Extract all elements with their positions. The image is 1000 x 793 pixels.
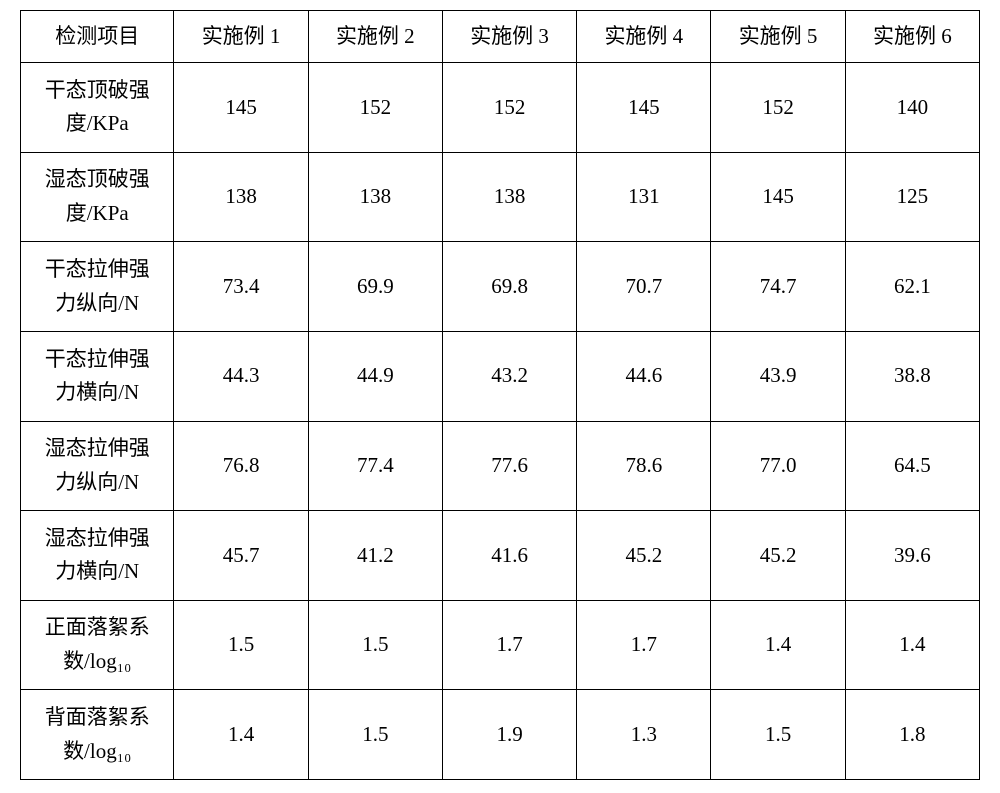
cell: 70.7 [577,242,711,332]
cell: 1.4 [174,690,308,780]
cell: 152 [711,63,845,153]
cell: 41.2 [308,511,442,601]
col-header-3: 实施例 3 [442,11,576,63]
cell: 69.8 [442,242,576,332]
cell: 1.9 [442,690,576,780]
row-label-3: 干态拉伸强力横向/N [21,331,174,421]
table-row: 湿态拉伸强力纵向/N 76.8 77.4 77.6 78.6 77.0 64.5 [21,421,980,511]
table-row: 正面落絮系数/log₁₀ 1.5 1.5 1.7 1.7 1.4 1.4 [21,600,980,690]
row-label-6: 正面落絮系数/log₁₀ [21,600,174,690]
col-header-label: 检测项目 [21,11,174,63]
cell: 43.2 [442,331,576,421]
row-label-5: 湿态拉伸强力横向/N [21,511,174,601]
cell: 39.6 [845,511,979,601]
cell: 138 [174,152,308,242]
cell: 131 [577,152,711,242]
cell: 1.5 [174,600,308,690]
cell: 1.4 [711,600,845,690]
table-row: 干态拉伸强力纵向/N 73.4 69.9 69.8 70.7 74.7 62.1 [21,242,980,332]
cell: 1.8 [845,690,979,780]
cell: 38.8 [845,331,979,421]
cell: 138 [308,152,442,242]
cell: 145 [577,63,711,153]
cell: 44.3 [174,331,308,421]
cell: 76.8 [174,421,308,511]
col-header-4: 实施例 4 [577,11,711,63]
cell: 1.5 [711,690,845,780]
cell: 45.7 [174,511,308,601]
cell: 1.5 [308,600,442,690]
cell: 45.2 [711,511,845,601]
cell: 1.5 [308,690,442,780]
cell: 74.7 [711,242,845,332]
row-label-2: 干态拉伸强力纵向/N [21,242,174,332]
cell: 125 [845,152,979,242]
cell: 140 [845,63,979,153]
cell: 78.6 [577,421,711,511]
cell: 145 [711,152,845,242]
col-header-1: 实施例 1 [174,11,308,63]
col-header-2: 实施例 2 [308,11,442,63]
table-row: 背面落絮系数/log₁₀ 1.4 1.5 1.9 1.3 1.5 1.8 [21,690,980,780]
table-header-row: 检测项目 实施例 1 实施例 2 实施例 3 实施例 4 实施例 5 实施例 6 [21,11,980,63]
cell: 62.1 [845,242,979,332]
cell: 44.9 [308,331,442,421]
row-label-7: 背面落絮系数/log₁₀ [21,690,174,780]
col-header-5: 实施例 5 [711,11,845,63]
row-label-1: 湿态顶破强度/KPa [21,152,174,242]
cell: 77.6 [442,421,576,511]
table-row: 湿态顶破强度/KPa 138 138 138 131 145 125 [21,152,980,242]
row-label-0: 干态顶破强度/KPa [21,63,174,153]
col-header-6: 实施例 6 [845,11,979,63]
table-body: 干态顶破强度/KPa 145 152 152 145 152 140 湿态顶破强… [21,63,980,780]
cell: 1.4 [845,600,979,690]
cell: 73.4 [174,242,308,332]
cell: 1.7 [442,600,576,690]
cell: 152 [308,63,442,153]
cell: 69.9 [308,242,442,332]
cell: 145 [174,63,308,153]
data-table: 检测项目 实施例 1 实施例 2 实施例 3 实施例 4 实施例 5 实施例 6… [20,10,980,780]
cell: 138 [442,152,576,242]
cell: 41.6 [442,511,576,601]
cell: 77.0 [711,421,845,511]
cell: 43.9 [711,331,845,421]
cell: 152 [442,63,576,153]
cell: 1.7 [577,600,711,690]
cell: 64.5 [845,421,979,511]
table-row: 干态顶破强度/KPa 145 152 152 145 152 140 [21,63,980,153]
cell: 45.2 [577,511,711,601]
table-row: 湿态拉伸强力横向/N 45.7 41.2 41.6 45.2 45.2 39.6 [21,511,980,601]
cell: 77.4 [308,421,442,511]
cell: 44.6 [577,331,711,421]
table-row: 干态拉伸强力横向/N 44.3 44.9 43.2 44.6 43.9 38.8 [21,331,980,421]
cell: 1.3 [577,690,711,780]
row-label-4: 湿态拉伸强力纵向/N [21,421,174,511]
